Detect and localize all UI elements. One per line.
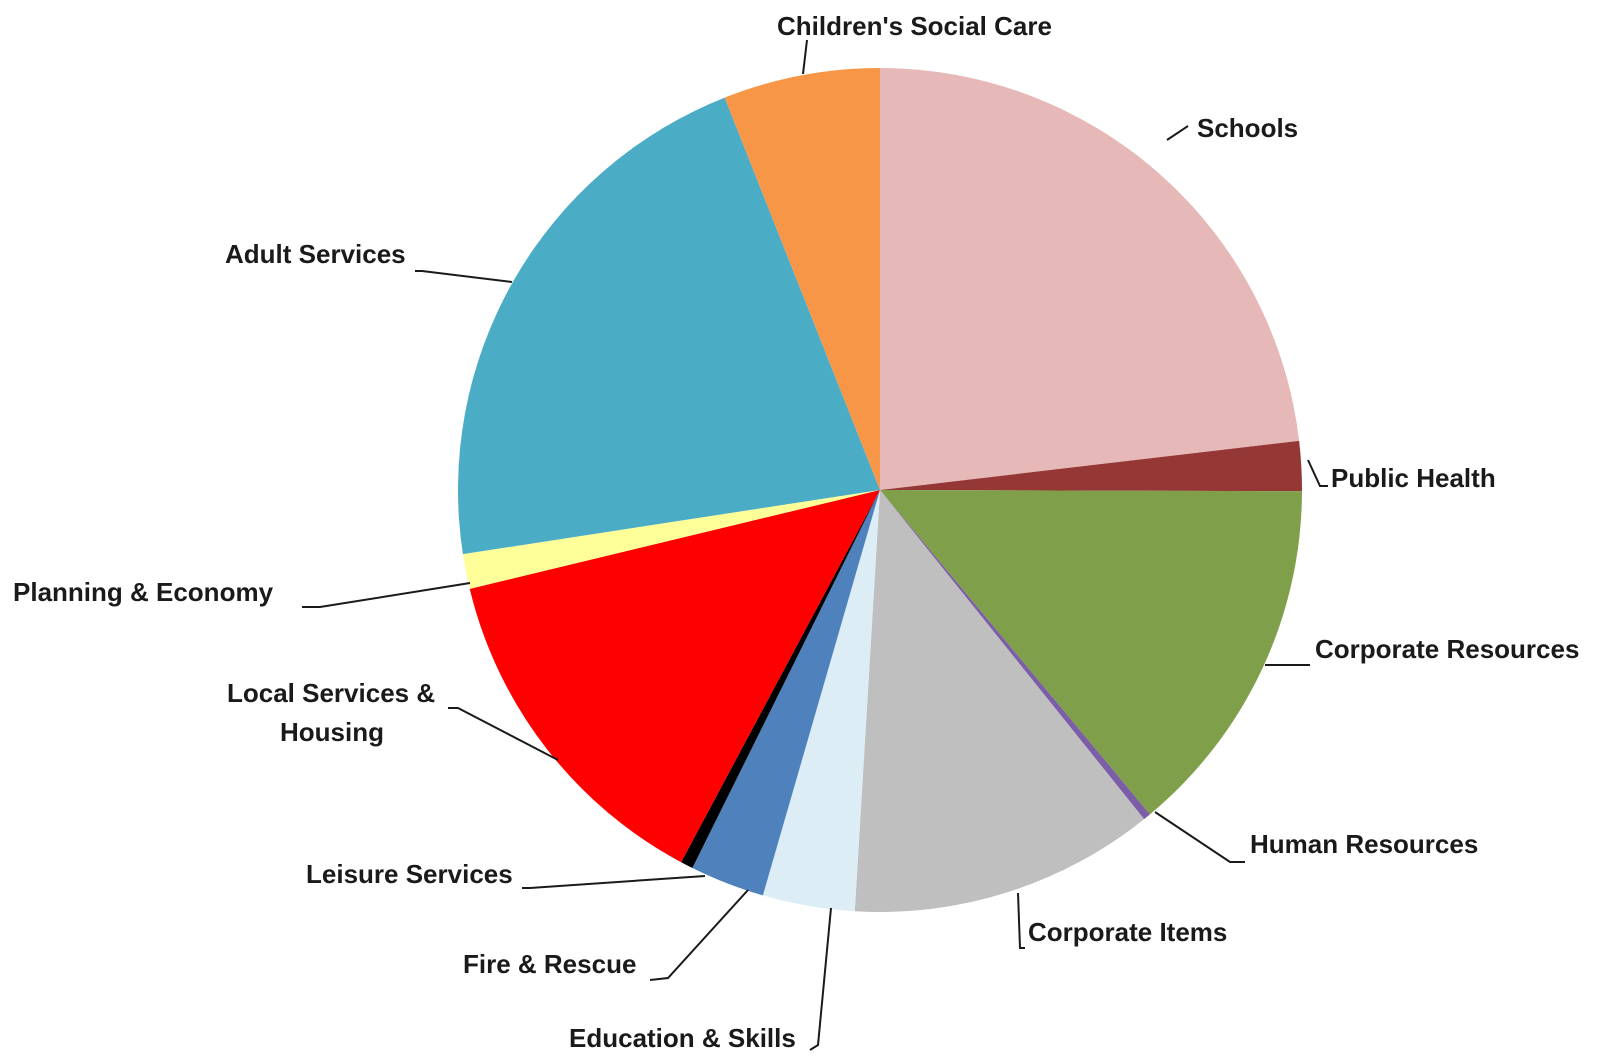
- slice-label-fire-and-rescue: Fire & Rescue: [463, 949, 636, 979]
- leader-line-human-resources: [1154, 811, 1245, 863]
- leader-line-public-health: [1307, 459, 1328, 487]
- pie-slices: [457, 68, 1303, 912]
- slice-label-planning-and-economy: Planning & Economy: [13, 577, 274, 607]
- leader-line-fire-and-rescue: [649, 889, 749, 981]
- pie-slice-corporate-items: [854, 490, 1145, 912]
- leader-line-corporate-items: [1017, 892, 1025, 949]
- pie-labels: Schools Public Health Corporate Resources H…: [13, 11, 1579, 1053]
- pie-slice-human-resources: [880, 490, 1150, 820]
- slice-label-public-health: Public Health: [1331, 463, 1496, 493]
- pie-slice-schools: [880, 68, 1300, 490]
- leader-line-schools: [1166, 125, 1189, 141]
- pie-slice-adult-services: [457, 97, 880, 555]
- pie-slice-corporate-resources: [880, 490, 1302, 815]
- slice-label-human-resources: Human Resources: [1250, 829, 1478, 859]
- pie-slice-local-services-and-housing: [469, 490, 880, 863]
- slice-label-leisure-services: Leisure Services: [306, 859, 513, 889]
- leader-line-planning-and-economy: [302, 582, 471, 608]
- slice-label-education-and-skills: Education & Skills: [569, 1023, 796, 1053]
- slice-label-corporate-items: Corporate Items: [1028, 917, 1227, 947]
- leader-line-local-services-and-housing: [448, 707, 559, 761]
- slice-label-children-s-social-care: Children's Social Care: [777, 11, 1052, 41]
- pie-slice-fire-and-rescue: [692, 490, 880, 896]
- leader-line-children-s-social-care: [802, 39, 808, 75]
- pie-slice-public-health: [880, 440, 1303, 492]
- pie-slice-planning-and-economy: [462, 490, 880, 589]
- slice-label-schools: Schools: [1197, 113, 1298, 143]
- leader-line-leisure-services: [522, 875, 706, 889]
- slice-label-adult-services: Adult Services: [225, 239, 406, 269]
- slice-label-corporate-resources: Corporate Resources: [1315, 634, 1579, 664]
- pie-slice-education-and-skills: [762, 490, 880, 912]
- slice-label-local-services-and-housing: Local Services & Housing: [227, 678, 435, 747]
- pie-slice-leisure-services: [681, 490, 880, 868]
- leader-line-adult-services: [415, 270, 513, 283]
- leader-line-education-and-skills: [809, 907, 832, 1051]
- pie-slice-children-s-social-care: [724, 68, 880, 490]
